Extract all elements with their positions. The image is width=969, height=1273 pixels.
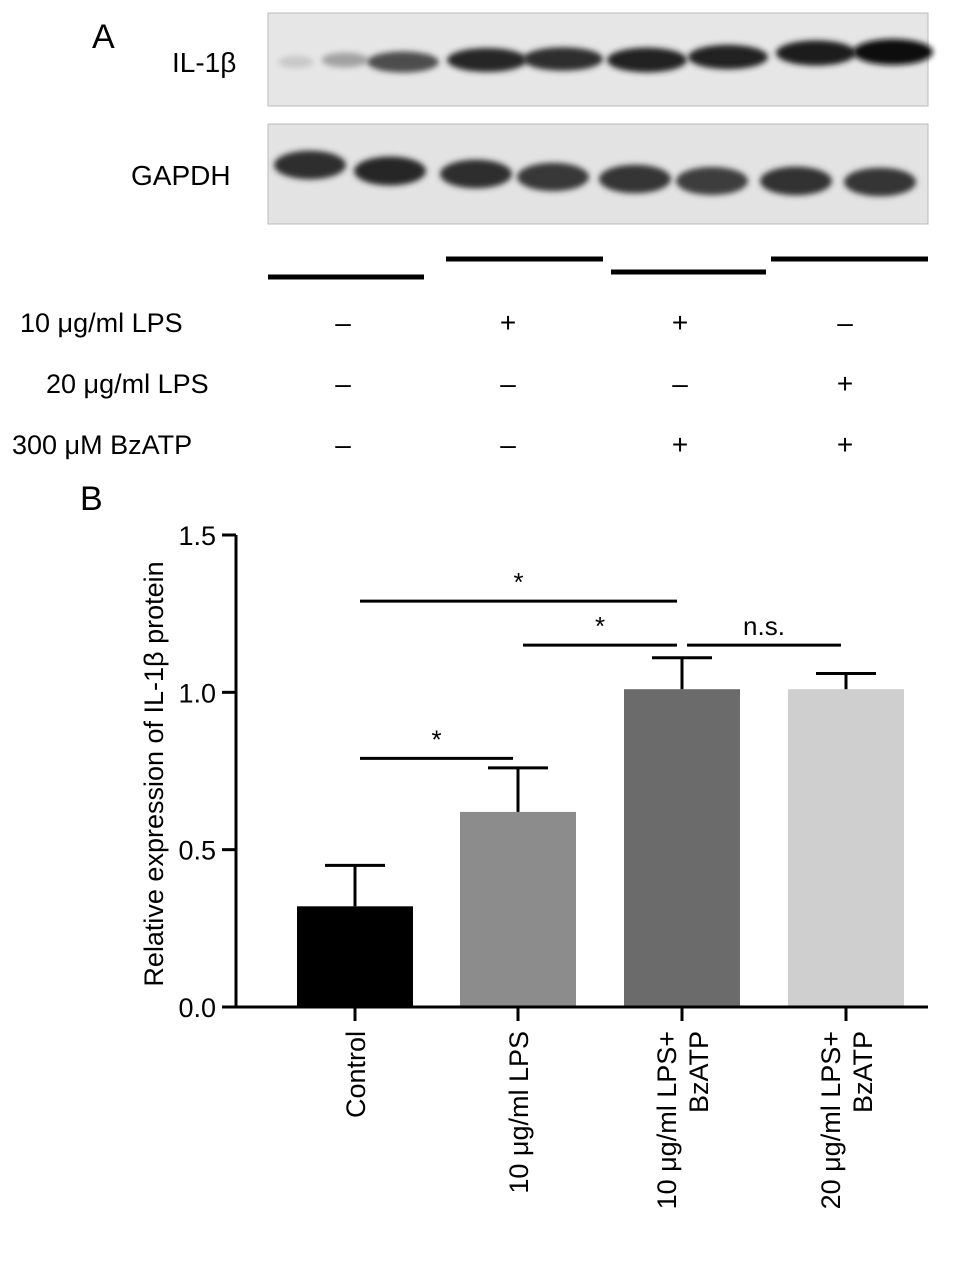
y-tick-label: 1.0	[178, 678, 216, 708]
condition-symbol: –	[672, 368, 688, 399]
il1b-band	[688, 44, 768, 70]
gapdh-band	[440, 159, 512, 189]
y-tick-label: 0.5	[178, 836, 216, 866]
gapdh-band	[760, 166, 832, 196]
il1b-band	[853, 39, 933, 65]
condition-symbol: +	[672, 307, 688, 338]
condition-symbol: –	[335, 368, 351, 399]
bar	[788, 689, 904, 1007]
il1b-blot-label: IL-1β	[172, 47, 236, 78]
significance-label: *	[513, 567, 523, 597]
x-tick-label: Control	[341, 1031, 371, 1118]
significance-label: *	[431, 724, 441, 754]
x-tick-label: 10 μg/ml LPS	[504, 1031, 534, 1194]
bar	[624, 689, 740, 1007]
gapdh-band	[844, 167, 916, 197]
bar	[460, 811, 576, 1007]
condition-symbol: –	[500, 429, 516, 460]
panel-a-letter: A	[92, 18, 115, 56]
il1b-band	[607, 47, 687, 73]
x-tick-label: BzATP	[684, 1031, 714, 1113]
il1b-band	[523, 47, 603, 71]
condition-symbol: –	[500, 368, 516, 399]
il1b-band	[278, 56, 314, 68]
x-tick-label: 20 μg/ml LPS+	[816, 1031, 846, 1209]
il1b-band	[367, 51, 439, 73]
il1b-band	[776, 40, 856, 66]
condition-symbol: +	[500, 307, 516, 338]
gapdh-band	[354, 156, 426, 186]
bar-chart: 0.0 0.5 1.0 1.5 * * n.s. * Control 10 μg/ml LPS…	[139, 521, 928, 1209]
significance-label: n.s.	[743, 611, 785, 641]
il1b-band	[321, 52, 369, 68]
il1b-band	[447, 47, 527, 73]
y-tick-label: 1.5	[178, 521, 216, 551]
gapdh-blot-label: GAPDH	[131, 160, 231, 191]
condition-table: 10 μg/ml LPS 20 μg/ml LPS 300 μM BzATP –…	[12, 307, 853, 460]
condition-symbol: +	[837, 429, 853, 460]
significance-annotations: * * n.s. *	[360, 567, 841, 760]
gapdh-blot	[267, 123, 929, 225]
lane-group-lines	[268, 256, 928, 280]
gapdh-band	[676, 166, 748, 196]
x-tick-label: BzATP	[848, 1031, 878, 1113]
significance-label: *	[595, 611, 605, 641]
condition-label-lps10: 10 μg/ml LPS	[20, 308, 183, 338]
condition-symbol: –	[837, 307, 853, 338]
bars	[297, 689, 904, 1007]
condition-symbol: –	[335, 429, 351, 460]
bar	[297, 906, 413, 1007]
condition-label-bzatp: 300 μM BzATP	[12, 430, 192, 460]
condition-symbol: –	[335, 307, 351, 338]
gapdh-bands	[274, 150, 916, 197]
gapdh-band	[274, 150, 346, 180]
error-bars	[325, 656, 876, 907]
condition-symbol: +	[837, 368, 853, 399]
gapdh-band	[599, 164, 671, 194]
il1b-bands	[278, 39, 933, 73]
y-tick-label: 0.0	[178, 993, 216, 1023]
condition-symbol: +	[672, 429, 688, 460]
x-tick-label: 10 μg/ml LPS+	[652, 1031, 682, 1209]
gapdh-band	[517, 162, 589, 192]
x-axis: Control 10 μg/ml LPS 10 μg/ml LPS+ BzATP 20 …	[236, 1005, 928, 1209]
condition-label-lps20: 20 μg/ml LPS	[46, 369, 209, 399]
panel-b-letter: B	[80, 480, 103, 518]
y-axis-label: Relative expression of IL-1β protein	[139, 561, 169, 986]
il1b-blot	[267, 12, 933, 107]
y-axis: 0.0 0.5 1.0 1.5	[178, 521, 238, 1023]
